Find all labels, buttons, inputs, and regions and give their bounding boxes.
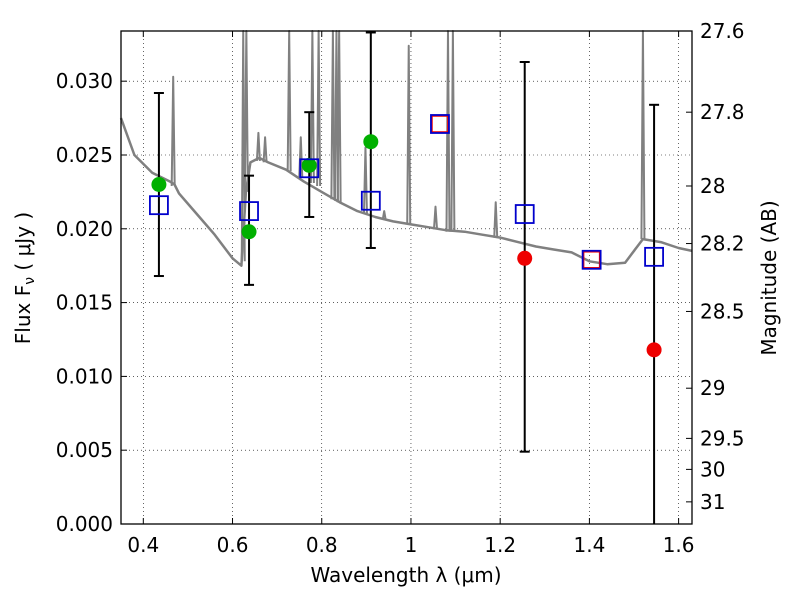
x-tick-label: 1.4 xyxy=(573,533,605,557)
model-photometry-squares xyxy=(149,114,664,270)
y-tick-label: 0.025 xyxy=(56,143,113,167)
y2-tick-label: 27.6 xyxy=(700,19,745,43)
emission-line xyxy=(330,30,336,200)
y-tick-label: 0.015 xyxy=(56,291,113,315)
y2-tick-label: 30 xyxy=(700,457,725,481)
model-square-marker xyxy=(149,195,169,216)
x-tick-label: 0.8 xyxy=(306,533,338,557)
model-square-marker xyxy=(514,204,535,224)
x-axis-ticks: 0.4 0.6 0.8 1 1.2 1.4 1.6 xyxy=(127,31,695,557)
photometry-point xyxy=(301,157,317,173)
x-tick-label: 1.6 xyxy=(663,533,695,557)
y-tick-label: 0.030 xyxy=(56,69,113,93)
model-square-marker xyxy=(239,201,259,221)
photometry-point xyxy=(517,250,533,266)
y-axis-label-unit: ( μJy ) xyxy=(11,212,35,277)
emission-line xyxy=(493,201,499,238)
emission-line xyxy=(243,30,249,192)
emission-line xyxy=(381,210,387,221)
y-tick-label: 0.005 xyxy=(56,438,113,462)
grid-lines xyxy=(121,31,692,525)
emission-line xyxy=(432,205,438,229)
photometry-point xyxy=(151,177,167,193)
x-tick-label: 0.4 xyxy=(127,533,159,557)
x-tick-label: 0.6 xyxy=(217,533,249,557)
y2-tick-label: 29.5 xyxy=(700,426,745,450)
emission-line xyxy=(262,136,268,163)
y2-tick-label: 28.5 xyxy=(700,299,745,323)
photometry-point xyxy=(646,342,662,358)
photometry-point xyxy=(363,134,379,150)
model-square-marker xyxy=(581,249,602,270)
y2-tick-label: 28.2 xyxy=(700,232,745,256)
y-axis-label-main: Flux F xyxy=(11,285,35,344)
emission-line xyxy=(255,131,261,161)
template-continuum-line xyxy=(119,117,693,267)
y2-tick-label: 29 xyxy=(700,376,725,400)
x-tick-label: 1 xyxy=(405,533,418,557)
emission-line xyxy=(406,44,412,225)
y2-tick-label: 28 xyxy=(700,174,725,198)
y-axis-label-sub: ν xyxy=(22,277,38,285)
red-square-marker xyxy=(431,115,449,133)
y-tick-label: 0.010 xyxy=(56,364,113,388)
emission-line xyxy=(170,75,176,186)
y-tick-label: 0.020 xyxy=(56,217,113,241)
y2-tick-label: 31 xyxy=(700,490,725,514)
y-axis-ticks: 0.000 0.005 0.010 0.015 0.020 0.025 0.030 xyxy=(56,69,127,536)
emission-line xyxy=(286,30,292,172)
template-spectrum xyxy=(119,30,693,267)
model-square-marker xyxy=(644,246,664,267)
x-axis-label: Wavelength λ (μm) xyxy=(310,563,501,587)
y2-axis-ticks: 27.6 27.8 28 28.2 28.5 29 29.5 30 31 xyxy=(686,19,745,514)
emission-line xyxy=(640,30,646,240)
model-square-marker xyxy=(430,114,450,134)
emission-line xyxy=(362,146,368,215)
emission-line xyxy=(450,30,456,232)
y-axis-label: Flux Fν ( μJy ) xyxy=(11,212,38,344)
y2-tick-label: 27.8 xyxy=(700,100,745,124)
plot-frame xyxy=(120,30,693,525)
photometry-points xyxy=(151,134,662,358)
emission-line xyxy=(336,30,342,203)
y2-axis-label: Magnitude (AB) xyxy=(757,200,781,355)
y-tick-label: 0.000 xyxy=(56,512,113,536)
photometry-point xyxy=(241,224,257,240)
red-square-marker xyxy=(582,251,601,269)
x-tick-label: 1.2 xyxy=(484,533,516,557)
model-square-marker xyxy=(299,158,320,179)
model-square-marker xyxy=(360,190,381,211)
